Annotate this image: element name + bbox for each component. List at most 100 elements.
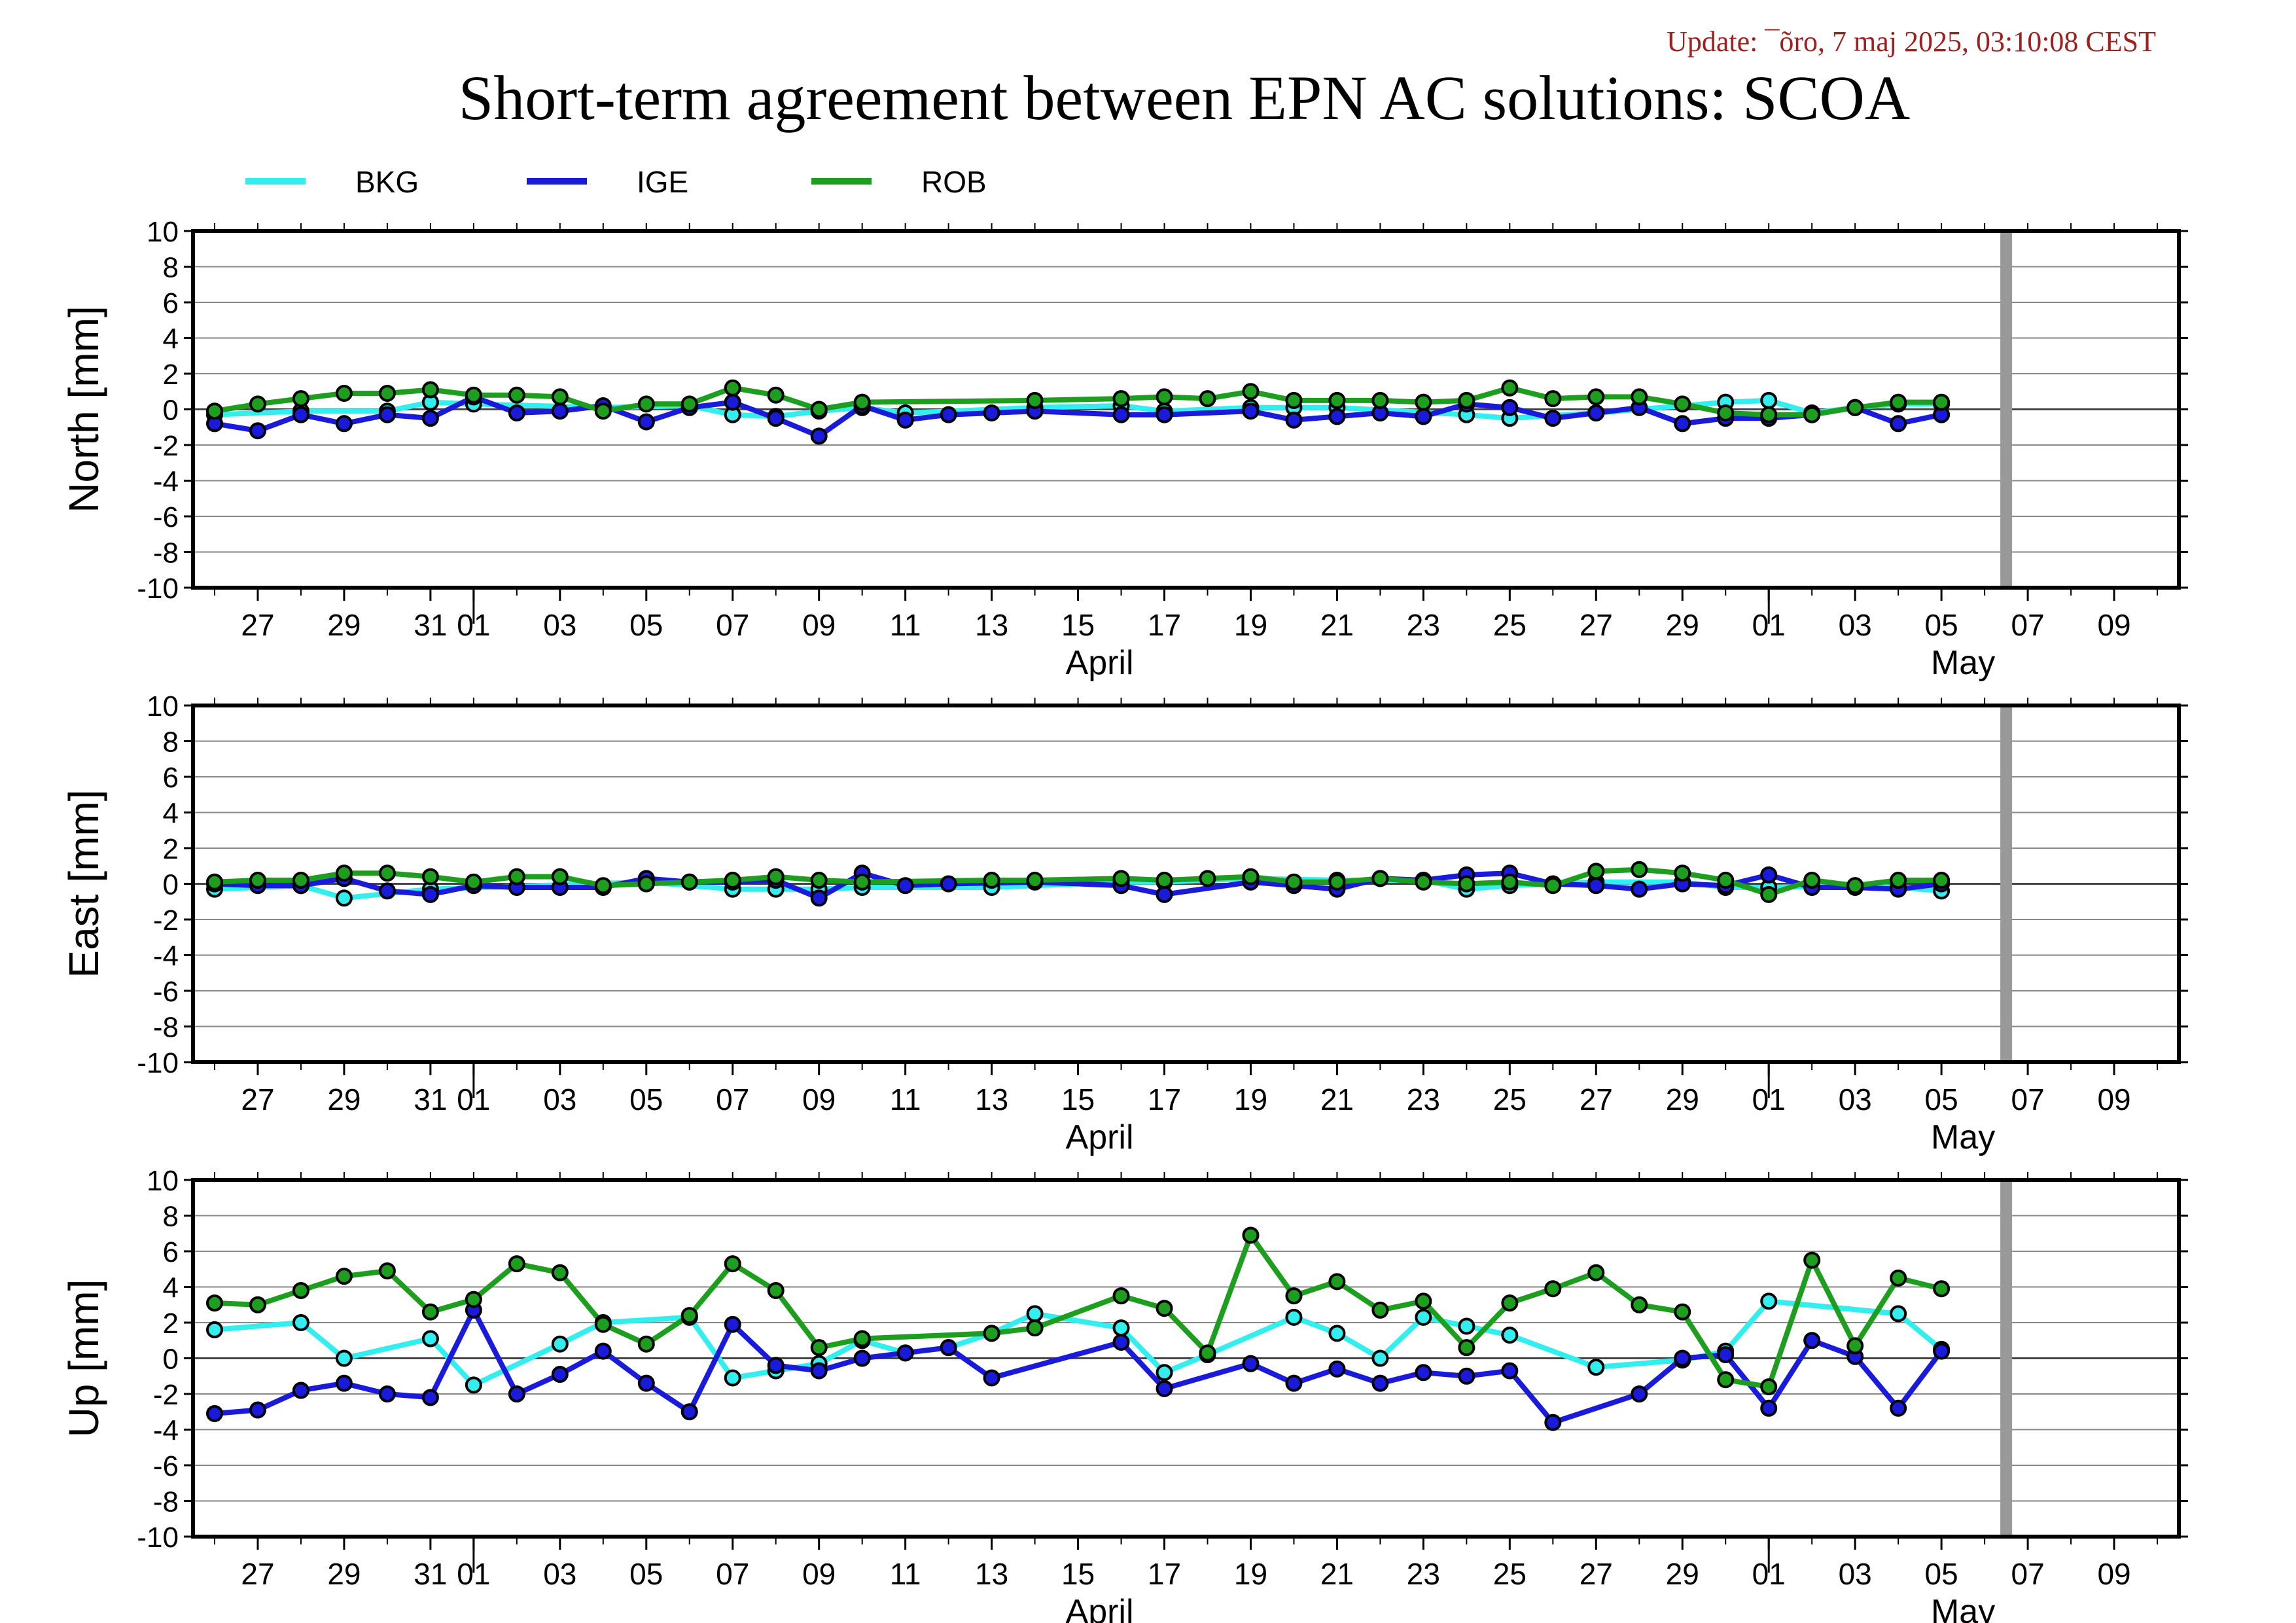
x-tick-label: 25 [1493, 608, 1527, 642]
data-point-rob [1156, 1300, 1173, 1317]
data-point-ige [724, 1315, 741, 1333]
data-point-ige [1328, 1360, 1346, 1378]
current-date-marker [2000, 1180, 2013, 1537]
x-tick-label: 07 [2011, 1082, 2044, 1116]
data-point-rob [680, 873, 698, 891]
data-point-rob [1544, 1280, 1562, 1298]
data-point-bkg [551, 1335, 569, 1353]
x-tick-label: 03 [1839, 1082, 1872, 1116]
data-point-rob [1544, 877, 1562, 895]
y-tick-label: 0 [163, 869, 179, 901]
data-point-rob [1458, 1339, 1475, 1357]
x-tick-label: 29 [327, 1082, 361, 1116]
data-point-ige [1371, 1374, 1389, 1392]
x-tick-label: 23 [1407, 1557, 1440, 1591]
data-point-rob [637, 875, 655, 893]
data-point-rob [249, 1296, 266, 1313]
x-tick-label: 17 [1148, 1557, 1181, 1591]
data-point-ige [1890, 415, 1907, 433]
month-label: April [1066, 1118, 1134, 1156]
x-tick-label: 05 [1925, 1082, 1958, 1116]
y-tick-label: 6 [163, 1236, 179, 1268]
data-point-ige [378, 1385, 396, 1402]
data-point-rob [594, 877, 612, 895]
y-tick-label: -4 [153, 1415, 179, 1447]
data-point-rob [1760, 885, 1778, 903]
y-tick-label: 4 [163, 1272, 179, 1304]
data-point-rob [1846, 1337, 1864, 1355]
x-tick-label: 05 [629, 1082, 663, 1116]
data-point-rob [767, 1281, 785, 1299]
data-point-rob [1199, 390, 1216, 408]
x-tick-label: 07 [716, 1082, 749, 1116]
data-point-rob [1717, 1371, 1735, 1389]
y-tick-label: -2 [153, 904, 179, 936]
x-tick-label: 03 [1839, 608, 1872, 642]
data-point-ige [940, 1339, 957, 1357]
data-point-rob [1328, 1273, 1346, 1291]
data-point-bkg [1587, 1359, 1605, 1376]
y-tick-label: 2 [163, 833, 179, 865]
data-point-bkg [1501, 1327, 1519, 1344]
data-point-ige [896, 877, 914, 895]
data-point-rob [853, 873, 871, 891]
y-tick-label: 0 [163, 1344, 179, 1376]
data-point-rob [1933, 393, 1951, 411]
y-tick-label: 10 [147, 1165, 179, 1197]
data-point-rob [1199, 1344, 1216, 1362]
data-point-ige [637, 1374, 655, 1392]
x-tick-label: 27 [1580, 608, 1613, 642]
data-point-rob [724, 1255, 741, 1273]
x-tick-label: 17 [1148, 1082, 1181, 1116]
data-point-rob [1156, 872, 1173, 889]
data-point-bkg [205, 1321, 223, 1338]
data-point-bkg [1890, 1305, 1907, 1323]
data-point-rob [335, 384, 353, 402]
chart-title: Short-term agreement between EPN AC solu… [459, 63, 1910, 133]
y-tick-label: 6 [163, 762, 179, 794]
y-axis-label: North [mm] [60, 306, 107, 512]
data-point-bkg [1415, 1308, 1432, 1326]
data-point-rob [335, 1268, 353, 1285]
data-point-ige [1587, 877, 1605, 895]
data-point-ige [1933, 1342, 1951, 1360]
x-tick-label: 05 [1925, 1557, 1958, 1591]
data-point-bkg [1026, 1305, 1044, 1323]
data-point-rob [1631, 1296, 1648, 1313]
data-point-rob [1458, 391, 1475, 409]
data-point-rob [205, 1294, 223, 1312]
data-point-rob [1803, 872, 1821, 889]
data-point-rob [465, 873, 482, 891]
data-point-rob [853, 1330, 871, 1347]
data-point-rob [1415, 1293, 1432, 1310]
data-point-rob [1890, 393, 1907, 411]
x-tick-label: 21 [1320, 1557, 1354, 1591]
data-point-ige [378, 882, 396, 900]
data-point-rob [1285, 391, 1303, 409]
y-tick-label: 4 [163, 323, 179, 355]
x-tick-label: 13 [975, 1557, 1008, 1591]
data-point-ige [1242, 1355, 1260, 1372]
data-point-rob [1328, 873, 1346, 891]
data-point-rob [421, 868, 439, 885]
x-tick-label: 03 [543, 1082, 576, 1116]
x-tick-label: 03 [1839, 1557, 1872, 1591]
y-tick-label: -4 [153, 940, 179, 972]
data-point-bkg [1156, 1364, 1173, 1382]
data-point-ige [1458, 1367, 1475, 1385]
data-point-rob [810, 1339, 828, 1357]
data-point-rob [1242, 383, 1260, 401]
update-timestamp: Update: ¯õro, 7 maj 2025, 03:10:08 CEST [1667, 26, 2156, 58]
x-tick-label: 07 [2011, 1557, 2044, 1591]
data-point-bkg [1760, 391, 1778, 409]
x-tick-label: 11 [890, 608, 921, 642]
data-point-bkg [1285, 1308, 1303, 1326]
data-point-ige [1415, 408, 1432, 425]
y-tick-label: -6 [153, 1450, 179, 1482]
data-point-ige [1544, 1414, 1562, 1431]
x-tick-label: 07 [716, 608, 749, 642]
data-point-rob [508, 868, 525, 885]
data-point-ige [551, 1366, 569, 1383]
data-point-rob [1674, 865, 1691, 882]
